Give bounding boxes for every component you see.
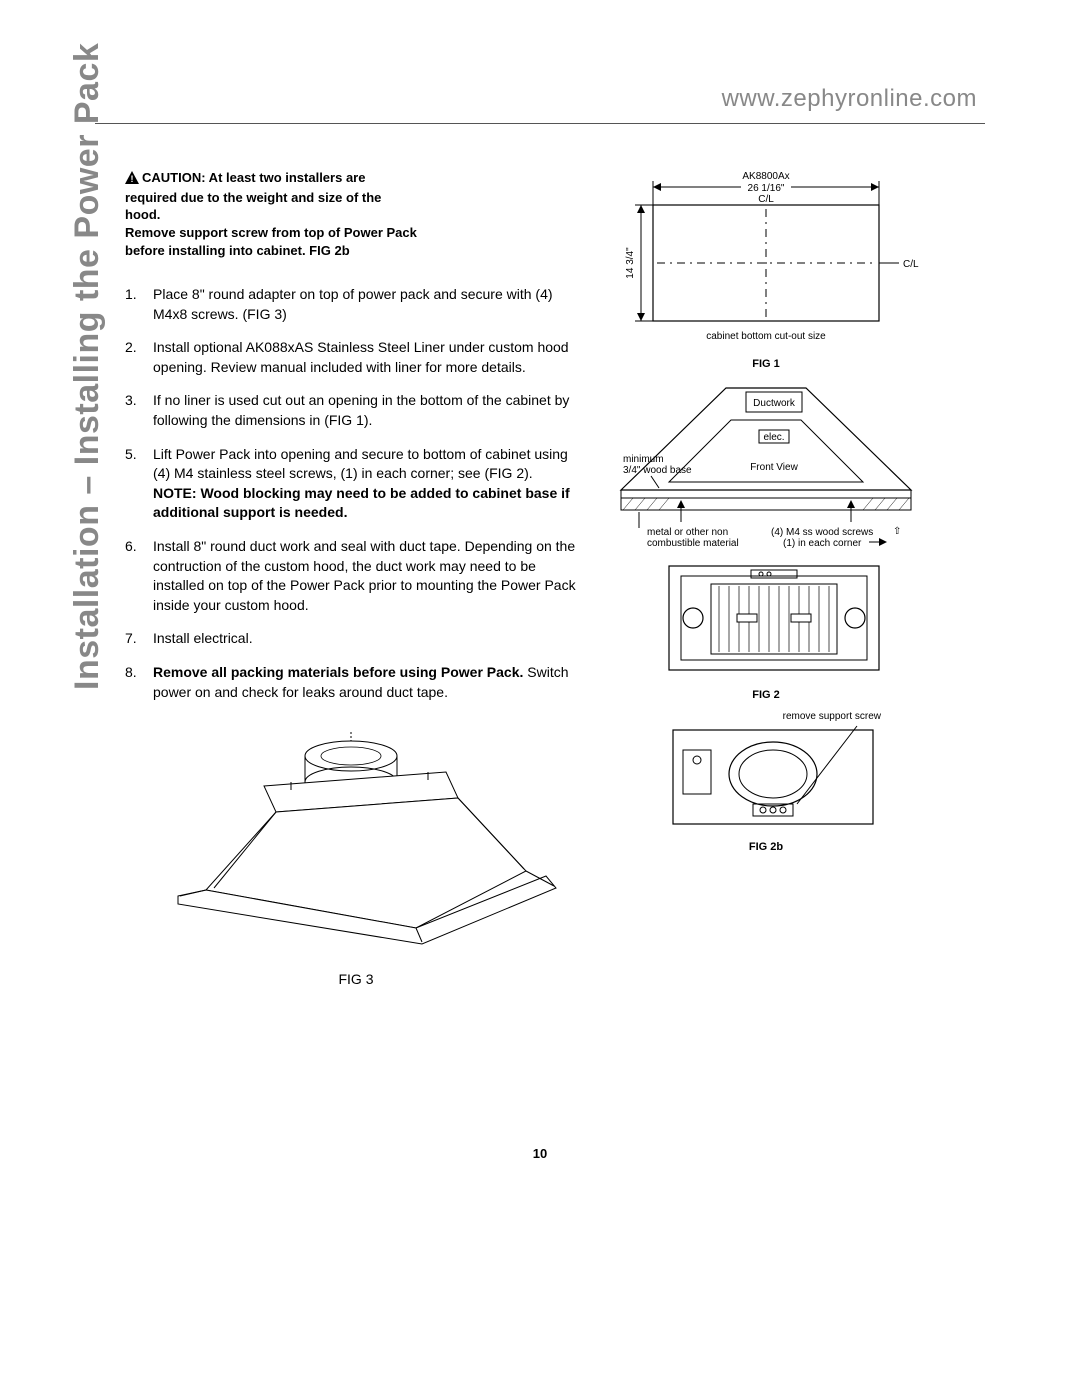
fig1-width: 26 1/16" bbox=[748, 183, 785, 194]
header-rule bbox=[95, 123, 985, 124]
caution-line1: CAUTION: At least two installers are bbox=[142, 170, 365, 185]
step-1: Place 8" round adapter on top of power p… bbox=[125, 285, 587, 324]
left-column: ! CAUTION: At least two installers are r… bbox=[95, 169, 605, 987]
caution-line4: Remove support screw from top of Power P… bbox=[125, 225, 417, 240]
fig2b-caption: FIG 2b bbox=[611, 841, 921, 853]
fig2-bottom-diagram bbox=[611, 560, 921, 680]
step-8: Remove all packing materials before usin… bbox=[125, 663, 587, 702]
fig2-top-diagram: Ductwork elec. Front View minimum bbox=[611, 380, 921, 555]
step-5-note: NOTE: Wood blocking may need to be added… bbox=[153, 485, 570, 521]
caution-line5: before installing into cabinet. FIG 2b bbox=[125, 243, 350, 258]
fig3-caption: FIG 3 bbox=[125, 971, 587, 987]
fig3-wrap: FIG 3 bbox=[125, 720, 587, 987]
caution-line3: hood. bbox=[125, 207, 160, 222]
fig2-min2: 3/4" wood base bbox=[623, 465, 692, 476]
content-columns: ! CAUTION: At least two installers are r… bbox=[95, 169, 985, 987]
fig2-min1: minimum bbox=[623, 454, 664, 465]
step-7: Install electrical. bbox=[125, 629, 587, 649]
fig2b-diagram bbox=[611, 722, 921, 832]
fig1-bottom-label: cabinet bottom cut-out size bbox=[706, 331, 826, 342]
caution-line2: required due to the weight and size of t… bbox=[125, 190, 381, 205]
fig2-caption: FIG 2 bbox=[611, 689, 921, 701]
warning-icon: ! bbox=[125, 170, 139, 189]
fig1-height: 14 3/4" bbox=[625, 247, 636, 279]
caution-block: ! CAUTION: At least two installers are r… bbox=[125, 169, 587, 259]
svg-text:!: ! bbox=[131, 174, 134, 184]
page-content: www.zephyronline.com ! CAUTION: At least… bbox=[95, 85, 985, 987]
step-8-bold: Remove all packing materials before usin… bbox=[153, 664, 523, 680]
right-column: AK8800Ax 26 1/16" C/L C/L bbox=[611, 169, 921, 987]
fig2-noteright2: (1) in each corner bbox=[783, 538, 862, 549]
step-2: Install optional AK088xAS Stainless Stee… bbox=[125, 338, 587, 377]
fig2-frontview: Front View bbox=[750, 462, 798, 473]
fig1-caption: FIG 1 bbox=[611, 358, 921, 370]
fig2-noteleft1: metal or other non bbox=[647, 527, 728, 538]
step-6: Install 8" round duct work and seal with… bbox=[125, 537, 587, 615]
install-steps: Place 8" round adapter on top of power p… bbox=[125, 285, 587, 702]
fig1-cl-side: C/L bbox=[903, 259, 919, 270]
step-5: Lift Power Pack into opening and secure … bbox=[125, 445, 587, 523]
fig2-noteright1: (4) M4 ss wood screws bbox=[771, 527, 873, 538]
fig1-diagram: AK8800Ax 26 1/16" C/L C/L bbox=[611, 169, 921, 349]
step-3: If no liner is used cut out an opening i… bbox=[125, 391, 587, 430]
fig1-model: AK8800Ax bbox=[742, 171, 789, 182]
fig3-diagram bbox=[146, 720, 566, 960]
fig2-elec: elec. bbox=[763, 432, 784, 443]
fig1-cl-top: C/L bbox=[758, 194, 774, 205]
fig2-ductwork: Ductwork bbox=[753, 398, 796, 409]
header-url: www.zephyronline.com bbox=[95, 85, 985, 113]
fig2b-remove-label: remove support screw bbox=[611, 711, 921, 722]
fig2-noteleft2: combustible material bbox=[647, 538, 739, 549]
page-number: 10 bbox=[0, 1146, 1080, 1161]
svg-text:⇧: ⇧ bbox=[893, 526, 901, 537]
